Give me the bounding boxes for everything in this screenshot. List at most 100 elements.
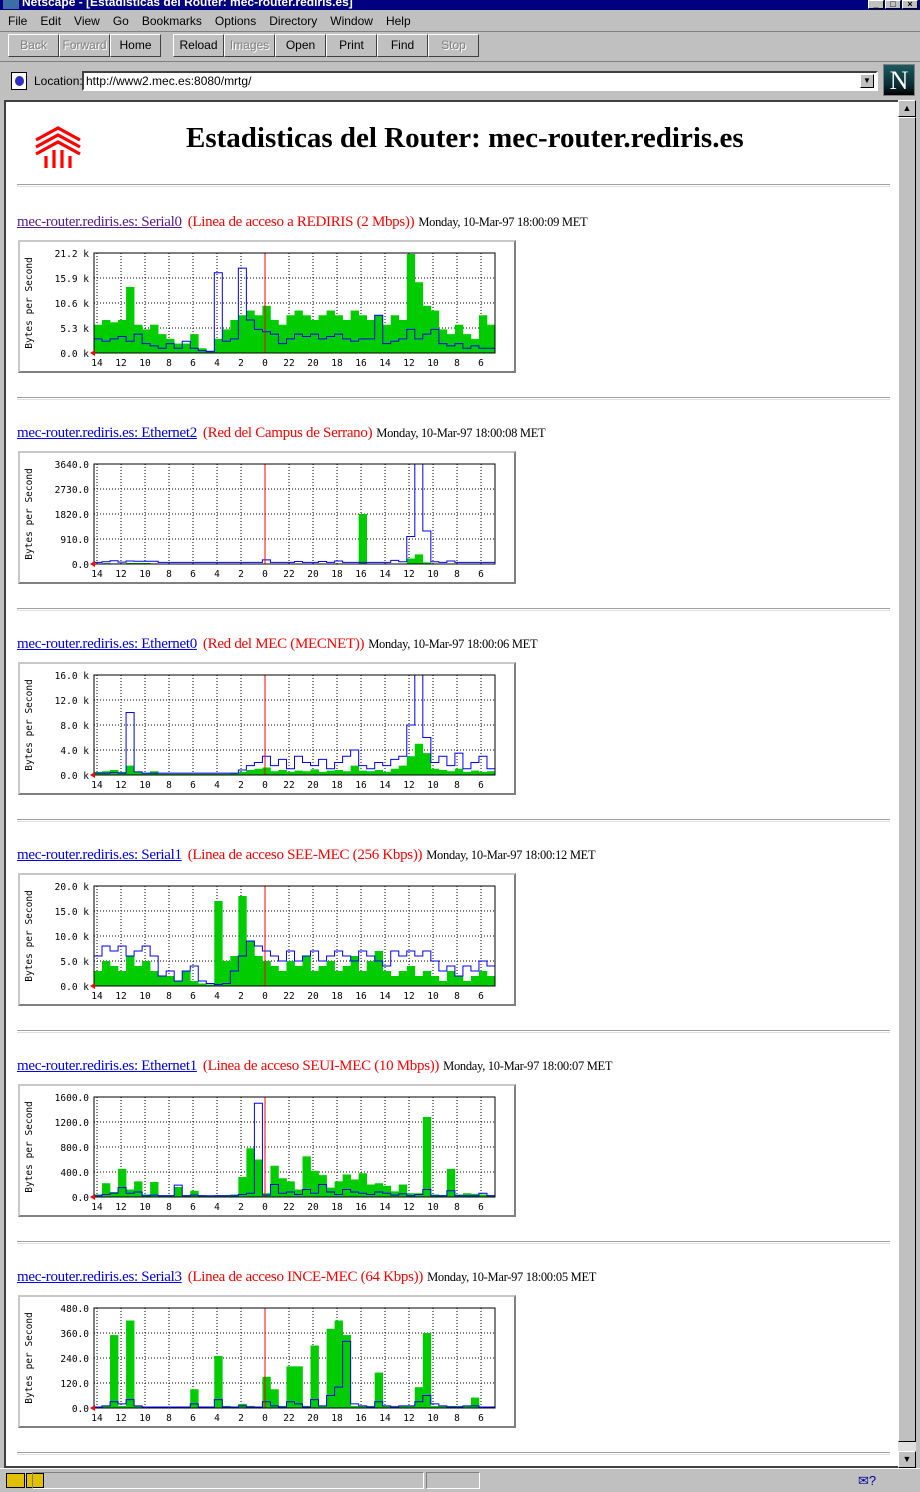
vertical-scrollbar[interactable]: ▲ ▼ bbox=[898, 100, 916, 1468]
incoming-bar bbox=[142, 329, 151, 353]
menu-help[interactable]: Help bbox=[385, 14, 411, 28]
mail-icon[interactable]: ✉? bbox=[858, 1473, 877, 1488]
incoming-bar bbox=[166, 976, 175, 986]
incoming-bar bbox=[158, 773, 167, 775]
reload-button[interactable]: Reload bbox=[173, 34, 224, 57]
minimize-button[interactable]: _ bbox=[868, 0, 884, 9]
close-button[interactable]: × bbox=[902, 0, 918, 9]
incoming-bar bbox=[134, 324, 143, 353]
scroll-up-button[interactable]: ▲ bbox=[898, 100, 916, 117]
incoming-bar bbox=[190, 981, 199, 986]
window-title: Netscape - [Estadisticas del Router: mec… bbox=[22, 0, 353, 9]
x-tick-label: 18 bbox=[331, 780, 343, 791]
open-button[interactable]: Open bbox=[275, 34, 326, 57]
incoming-bar bbox=[110, 966, 119, 986]
stop-button[interactable]: Stop bbox=[428, 34, 479, 57]
traffic-graph[interactable]: 0.0 120.0 240.0 360.0 480.0 14 12 10 8 6 4 2 0 22 20 18… bbox=[18, 1295, 516, 1428]
traffic-graph[interactable]: 0.0 910.0 1820.0 2730.0 3640.0 14 12 10 8 6 4 2 0 22 2… bbox=[18, 451, 516, 584]
incoming-bar bbox=[358, 971, 367, 986]
scroll-thumb[interactable] bbox=[898, 117, 916, 1442]
incoming-bar bbox=[158, 1406, 167, 1408]
menu-view[interactable]: View bbox=[74, 14, 100, 28]
incoming-bar bbox=[182, 343, 191, 353]
incoming-bar bbox=[358, 1405, 367, 1408]
interface-link[interactable]: mec-router.rediris.es: Ethernet0 bbox=[17, 636, 197, 652]
menu-bookmarks[interactable]: Bookmarks bbox=[141, 14, 202, 28]
y-tick-label: 15.9 k bbox=[55, 274, 90, 285]
incoming-bar bbox=[430, 1405, 440, 1408]
netscape-logo-icon[interactable]: N bbox=[883, 64, 915, 96]
scroll-down-button[interactable]: ▼ bbox=[898, 1451, 916, 1468]
chevron-down-icon[interactable]: ▼ bbox=[860, 74, 874, 88]
incoming-bar bbox=[190, 334, 199, 353]
divider bbox=[17, 397, 890, 400]
incoming-bar bbox=[454, 976, 464, 986]
incoming-bar bbox=[286, 961, 295, 986]
interface-link[interactable]: mec-router.rediris.es: Serial3 bbox=[17, 1269, 182, 1285]
menu-options[interactable]: Options bbox=[214, 14, 257, 28]
incoming-bar bbox=[350, 765, 359, 775]
x-tick-label: 4 bbox=[214, 780, 220, 791]
back-button[interactable]: Back bbox=[8, 34, 59, 57]
incoming-bar bbox=[326, 1328, 335, 1408]
bookmark-page-icon[interactable] bbox=[11, 72, 27, 90]
incoming-bar bbox=[478, 971, 488, 986]
incoming-bar bbox=[470, 1397, 480, 1408]
interface-link[interactable]: mec-router.rediris.es: Ethernet1 bbox=[17, 1058, 197, 1074]
incoming-bar bbox=[326, 770, 335, 775]
incoming-bar bbox=[278, 324, 287, 353]
incoming-bar bbox=[254, 768, 263, 775]
incoming-bar bbox=[486, 324, 496, 353]
incoming-bar bbox=[422, 305, 432, 353]
y-tick-label: 120.0 bbox=[60, 1379, 89, 1390]
menu-window[interactable]: Window bbox=[330, 14, 373, 28]
incoming-bar bbox=[238, 1177, 247, 1197]
menu-file[interactable]: File bbox=[8, 14, 28, 28]
location-url[interactable]: http://www2.mec.es:8080/mrtg/ bbox=[86, 74, 252, 88]
x-tick-label: 12 bbox=[115, 358, 126, 369]
incoming-bar bbox=[302, 771, 311, 775]
menu-edit[interactable]: Edit bbox=[40, 14, 62, 28]
y-tick-label: 1200.0 bbox=[55, 1118, 90, 1129]
incoming-bar bbox=[486, 976, 496, 986]
y-tick-label: 0.0 bbox=[72, 1404, 89, 1415]
section-header: mec-router.rediris.es: Serial3 (Linea de … bbox=[17, 1269, 596, 1286]
incoming-bar bbox=[278, 770, 287, 775]
traffic-graph[interactable]: 0.0 k 4.0 k 8.0 k 12.0 k 16.0 k 14 12 10 8 6 4 2 0 22… bbox=[18, 662, 516, 795]
interface-link[interactable]: mec-router.rediris.es: Serial0 bbox=[17, 214, 182, 230]
location-input[interactable]: http://www2.mec.es:8080/mrtg/ ▼ bbox=[82, 71, 878, 91]
home-button[interactable]: Home bbox=[110, 34, 161, 57]
traffic-graph[interactable]: 0.0 400.0 800.0 1200.0 1600.0 14 12 10 8 6 4 2 0 22 20… bbox=[18, 1084, 516, 1217]
x-tick-label: 8 bbox=[166, 1413, 172, 1424]
incoming-bar bbox=[150, 1406, 159, 1408]
forward-button[interactable]: Forward bbox=[59, 34, 110, 57]
incoming-bar bbox=[190, 1389, 199, 1408]
traffic-graph[interactable]: 0.0 k 5.3 k 10.6 k 15.9 k 21.2 k 14 12 10 8 6 4 2 0 2… bbox=[18, 240, 516, 373]
find-button[interactable]: Find bbox=[377, 34, 428, 57]
incoming-bar bbox=[302, 956, 311, 986]
incoming-bar bbox=[438, 981, 448, 986]
x-tick-label: 8 bbox=[454, 358, 460, 369]
security-key-icon[interactable] bbox=[6, 1473, 44, 1488]
incoming-bar bbox=[166, 773, 175, 775]
x-tick-label: 10 bbox=[139, 358, 151, 369]
x-tick-label: 14 bbox=[379, 991, 391, 1002]
incoming-bar bbox=[206, 1406, 215, 1408]
incoming-bar bbox=[318, 771, 327, 775]
menu-directory[interactable]: Directory bbox=[269, 14, 318, 28]
incoming-bar bbox=[406, 756, 416, 775]
print-button[interactable]: Print bbox=[326, 34, 377, 57]
x-tick-label: 12 bbox=[115, 1413, 126, 1424]
incoming-bar bbox=[310, 971, 319, 986]
incoming-bar bbox=[446, 334, 456, 353]
images-button[interactable]: Images bbox=[224, 34, 275, 57]
x-tick-label: 10 bbox=[139, 569, 151, 580]
traffic-graph[interactable]: 0.0 k 5.0 k 10.0 k 15.0 k 20.0 k 14 12 10 8 6 4 2 0 2… bbox=[18, 873, 516, 1006]
interface-link[interactable]: mec-router.rediris.es: Ethernet2 bbox=[17, 425, 197, 441]
incoming-bar bbox=[422, 971, 432, 986]
maximize-button[interactable]: □ bbox=[885, 0, 901, 9]
menu-go[interactable]: Go bbox=[112, 14, 129, 28]
incoming-bar bbox=[374, 1372, 384, 1408]
incoming-bar bbox=[174, 1406, 183, 1408]
interface-link[interactable]: mec-router.rediris.es: Serial1 bbox=[17, 847, 182, 863]
